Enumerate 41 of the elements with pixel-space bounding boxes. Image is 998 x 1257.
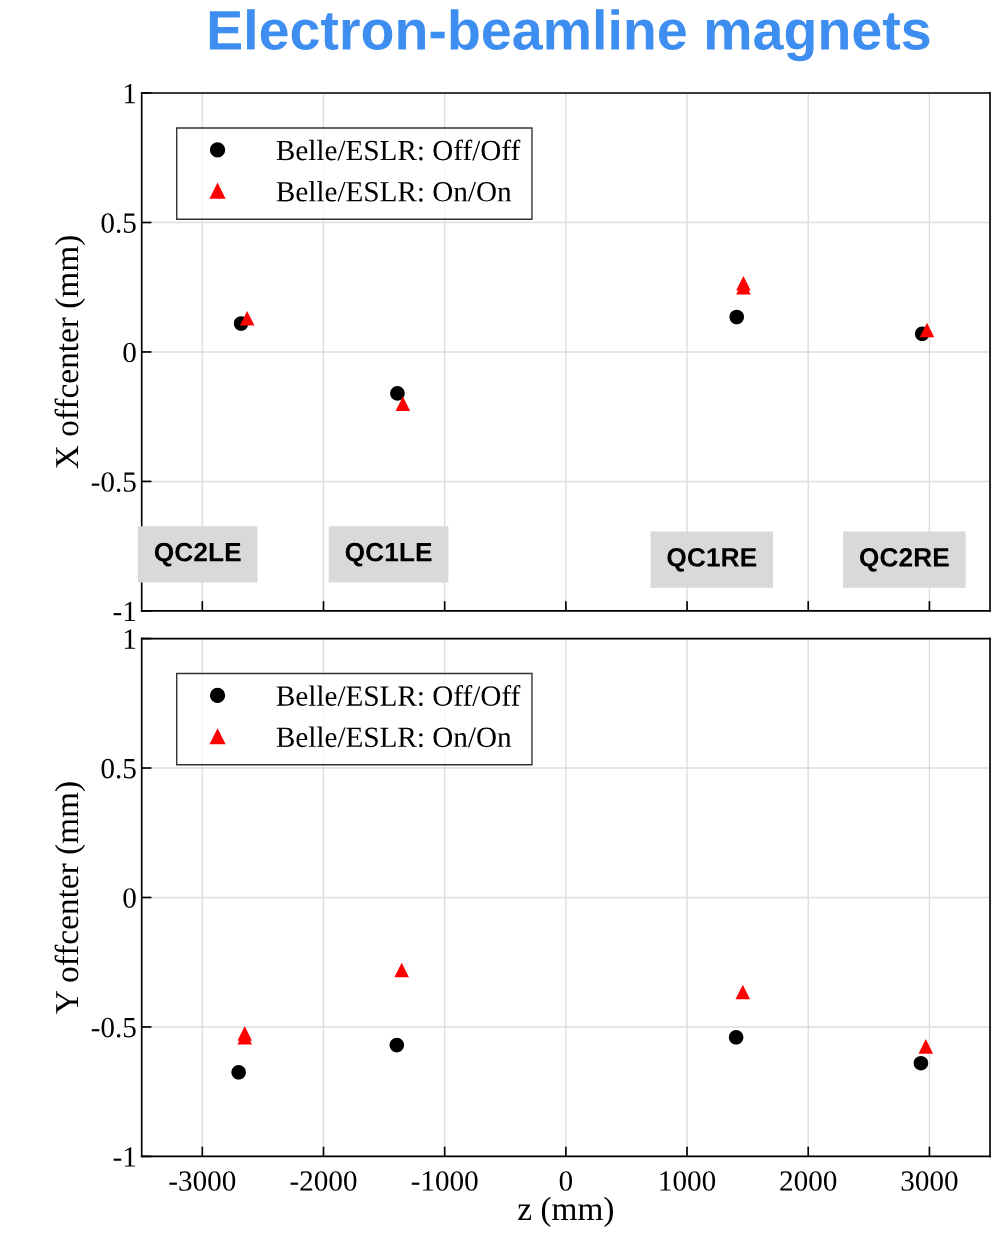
y-tick-label: -0.5 [91,472,136,492]
annotation: QC2RE [859,548,949,572]
x-tick-label: 0 [559,1171,573,1191]
y-axis-title: X offcenter (mm) [54,236,86,469]
y-tick-label: -1 [113,1147,136,1167]
x-tick-label: 2000 [780,1171,837,1191]
point [919,322,935,338]
x-axis-title: z (mm) [518,1196,613,1228]
point [394,962,409,978]
y-tick-label: 0.5 [101,758,136,779]
x-tick-label: -3000 [169,1171,236,1191]
legend-label: Belle/ESLR: Off/Off [276,685,521,707]
x-tick-label: -1000 [411,1171,478,1191]
point [239,311,255,326]
annotation: QC2LE [154,542,241,567]
point [231,1065,246,1080]
y-tick-label: 0 [123,342,136,363]
point [389,1037,405,1053]
point [913,1055,929,1071]
point [390,386,405,401]
x-tick-label: 1000 [660,1171,716,1191]
point [729,309,745,325]
y-tick-label: 1 [124,83,136,104]
x-tick-label: -2000 [290,1171,357,1191]
y-tick-label: 1 [124,629,136,649]
chart-title: Electron-beamline magnets [209,9,930,62]
y-tick-label: 0.5 [101,213,136,234]
point [395,396,411,412]
y-axis-title: Y offcenter (mm) [54,782,86,1014]
y-tick-label: -1 [113,601,136,622]
y-tick-label: -0.5 [91,1017,136,1038]
y-tick-label: 0 [123,888,136,908]
legend-label: Belle/ESLR: On/On [276,181,512,202]
legend-label: Belle/ESLR: On/On [276,726,512,748]
point [735,984,751,1000]
annotation: QC1RE [667,548,757,572]
point [728,1030,744,1045]
point [918,1039,934,1054]
x-tick-label: 3000 [901,1171,958,1191]
annotation: QC1LE [345,542,432,567]
legend-label: Belle/ESLR: Off/Off [276,139,521,161]
